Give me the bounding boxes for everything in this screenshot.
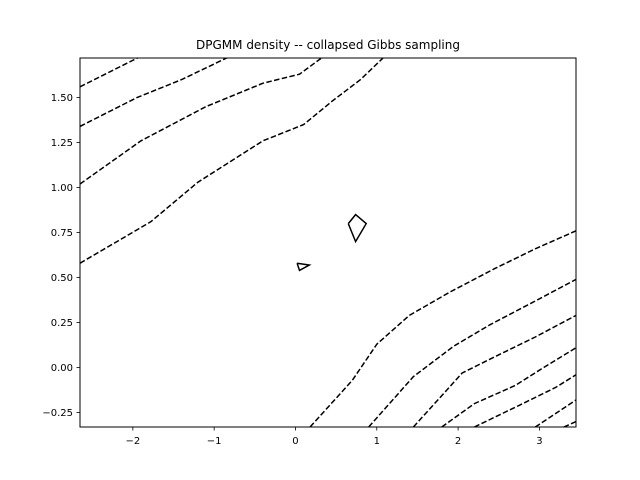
contour-line-10 [563, 420, 576, 427]
x-tick-label: 1 [374, 436, 380, 447]
plot-area [79, 57, 577, 428]
x-tick-label: 0 [292, 436, 298, 447]
y-tick-label: 1.00 [51, 183, 73, 194]
contour-loop-11 [347, 213, 368, 244]
contour-line-2 [80, 58, 323, 185]
contour-lines [80, 58, 576, 427]
y-tick-label: 1.25 [51, 138, 73, 149]
y-tick-label: 1.50 [51, 93, 73, 104]
y-tick-label: 0.50 [51, 273, 73, 284]
contour-line-8 [474, 374, 576, 427]
contour-line-3 [80, 58, 385, 264]
y-tick-label: 0.00 [51, 363, 73, 374]
contour-line-7 [441, 347, 576, 427]
y-axis: −0.25 0.00 0.25 0.50 0.75 1.00 1.25 1.50 [42, 93, 80, 419]
contour-line-1 [80, 58, 229, 128]
y-tick-label: 0.25 [51, 318, 73, 329]
x-tick-label: 2 [455, 436, 461, 447]
x-tick-label: −2 [125, 436, 140, 447]
x-axis: −2 −1 0 1 2 3 [125, 427, 543, 447]
contour-line-9 [534, 399, 576, 427]
contour-line-4 [309, 230, 576, 427]
axes-frame [79, 57, 577, 428]
contour-line-5 [368, 278, 576, 427]
y-tick-label: 0.75 [51, 228, 73, 239]
contour-loop-12 [296, 262, 312, 272]
x-tick-label: −1 [207, 436, 222, 447]
contour-line-6 [412, 314, 576, 427]
chart-title: DPGMM density -- collapsed Gibbs samplin… [196, 38, 460, 52]
contour-line-0 [80, 58, 140, 88]
y-tick-label: −0.25 [42, 408, 73, 419]
x-tick-label: 3 [536, 436, 542, 447]
